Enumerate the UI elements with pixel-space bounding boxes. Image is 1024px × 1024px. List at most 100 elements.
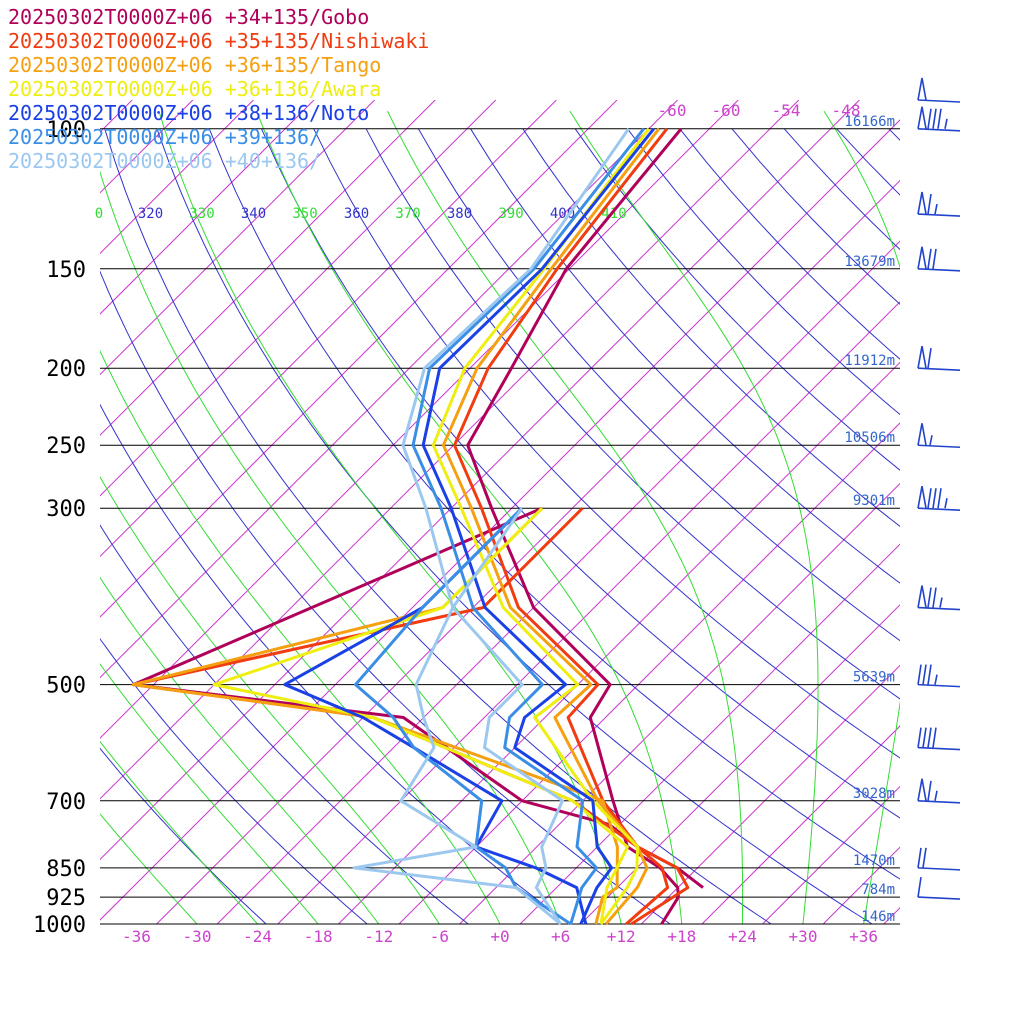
isotherm-line xyxy=(156,179,900,924)
temperature-tick-label: -18 xyxy=(304,927,333,946)
pressure-tick-label: 300 xyxy=(46,497,86,522)
pressure-tick-label: 925 xyxy=(46,886,86,911)
wind-barb-staff xyxy=(917,507,961,512)
wind-barb-pennant xyxy=(917,585,927,608)
isotherm-line xyxy=(100,119,900,921)
wind-barb xyxy=(917,346,961,371)
wind-barb-full xyxy=(927,488,932,509)
wind-barb-pennant xyxy=(917,423,927,446)
wind-barb-full xyxy=(932,108,937,129)
wind-barb xyxy=(917,778,961,804)
height-label: 11912m xyxy=(844,353,895,369)
temperature-trace-4 xyxy=(421,127,655,925)
height-label: 9301m xyxy=(853,493,895,509)
wind-barb xyxy=(917,423,961,449)
height-label: 1470m xyxy=(853,853,895,869)
wind-barb xyxy=(917,77,961,103)
wind-barb xyxy=(917,486,961,512)
dewpoint-trace-5 xyxy=(354,507,572,926)
wind-barb-full xyxy=(937,108,942,129)
wind-barb-half xyxy=(944,118,948,129)
moist-adiabat-line xyxy=(387,110,744,924)
temperature-tick-label: -30 xyxy=(183,927,212,946)
wind-barb-full xyxy=(932,587,937,608)
upper-isotherm-label: -48 xyxy=(832,101,861,120)
pressure-tick-label: 100 xyxy=(46,118,86,143)
isotherm-line xyxy=(701,725,900,924)
dry-adiabat-line xyxy=(993,129,1024,924)
dry-adiabat-line xyxy=(836,128,900,196)
isotherm-line xyxy=(100,100,618,618)
dry-adiabat-line xyxy=(208,128,900,880)
temperature-tick-label: +18 xyxy=(667,927,696,946)
pressure-tick-label: 200 xyxy=(46,357,86,382)
moist-adiabat-line xyxy=(823,110,900,924)
wind-barb-half xyxy=(929,435,933,446)
wind-barb-full xyxy=(917,876,922,898)
theta-label: 320 xyxy=(138,206,163,222)
theta-label: 330 xyxy=(189,206,214,222)
isotherm-line xyxy=(100,100,497,497)
wind-barb-full xyxy=(932,727,937,748)
wind-barb-half xyxy=(939,597,943,608)
isotherm-line xyxy=(762,785,900,924)
isotherm-line xyxy=(1005,100,1024,924)
dewpoint-trace-4 xyxy=(283,507,588,925)
isobar-lines xyxy=(100,128,900,925)
dewpoint-trace-3 xyxy=(212,507,629,925)
isotherm-line xyxy=(944,100,1024,924)
upper-isotherm-label: -54 xyxy=(772,101,801,120)
wind-barb-pennant xyxy=(917,246,927,269)
wind-barb-full xyxy=(917,664,922,685)
moist-adiabat-line xyxy=(100,740,258,924)
wind-barb-pennant xyxy=(917,486,927,509)
wind-barb-staff xyxy=(917,127,961,132)
pressure-tick-label: 250 xyxy=(46,434,86,459)
isotherm-line xyxy=(641,664,900,924)
temperature-tick-label: +12 xyxy=(607,927,636,946)
wind-barb-half xyxy=(934,674,938,685)
isotherm-line xyxy=(100,100,436,436)
upper-isotherm-label: -60 xyxy=(658,101,687,120)
isotherm-line xyxy=(100,100,254,255)
wind-barb xyxy=(917,847,961,871)
wind-barb-full xyxy=(917,727,922,748)
temperature-trace-1 xyxy=(453,127,670,926)
theta-label: 350 xyxy=(292,206,317,222)
sounding-traces xyxy=(131,127,704,926)
pressure-tick-label: 700 xyxy=(46,790,86,815)
wind-barb-full xyxy=(927,193,932,215)
moist-adiabat-line xyxy=(100,170,562,924)
wind-barb-full xyxy=(927,108,932,129)
temperature-tick-label: -36 xyxy=(122,927,151,946)
wind-barb-staff xyxy=(917,213,961,217)
isotherm-line xyxy=(580,604,900,924)
dry-adiabat-line xyxy=(731,128,900,305)
pressure-tick-label: 1000 xyxy=(33,913,86,938)
wind-barb-pennant xyxy=(917,346,927,369)
height-label: 16166m xyxy=(844,114,895,130)
wind-barb-half xyxy=(944,498,948,509)
temperature-tick-label: +0 xyxy=(490,927,509,946)
legend-entry: 20250302T0000Z+06 +34+135/Gobo xyxy=(8,5,369,29)
wind-barb-full xyxy=(932,248,937,269)
wind-barb-staff xyxy=(917,444,961,449)
height-label: 3028m xyxy=(853,786,895,802)
isotherm-line xyxy=(0,100,11,924)
wind-barb-pennant xyxy=(917,106,927,129)
wind-barb-staff xyxy=(917,683,961,688)
wind-barb xyxy=(917,585,961,611)
theta-label: 340 xyxy=(241,206,266,222)
height-label: 784m xyxy=(861,882,895,898)
dry-adiabat-line xyxy=(574,128,900,471)
height-labels: 16166m 13679m 11912m 10506m 9301m 5639m 3028m 1… xyxy=(844,114,895,925)
dry-adiabat-line xyxy=(365,128,900,700)
theta-label: 360 xyxy=(344,206,369,222)
temperature-trace-6 xyxy=(401,127,630,925)
wind-barb-half xyxy=(934,203,938,215)
legend-entry: 20250302T0000Z+06 +36+136/Awara xyxy=(8,77,381,101)
dry-adiabat-line xyxy=(313,128,900,759)
theta-labels: 0 320 330 340 350 360 370 380 390 400 410 xyxy=(95,206,627,222)
wind-barb-full xyxy=(927,587,932,608)
